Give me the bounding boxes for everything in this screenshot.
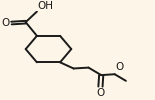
Text: O: O	[2, 18, 10, 28]
Text: O: O	[96, 88, 105, 98]
Text: OH: OH	[38, 1, 54, 11]
Text: O: O	[115, 62, 124, 72]
